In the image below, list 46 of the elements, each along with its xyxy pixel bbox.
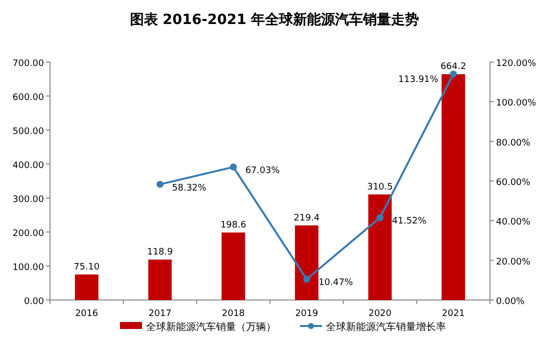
y-tick-label: 200.00 (12, 229, 44, 239)
y2-tick-label: 20.00% (496, 257, 531, 268)
data-label: 113.91% (398, 75, 439, 86)
y2-tick-label: 40.00% (496, 218, 531, 228)
x-tick-label: 2016 (75, 309, 98, 319)
point (303, 276, 310, 283)
bar (148, 260, 172, 300)
data-label: 10.47% (318, 278, 354, 288)
y2-tick-label: 60.00% (496, 178, 531, 188)
bar (442, 74, 466, 300)
y-tick-label: 500.00 (12, 127, 44, 137)
data-label: 41.52% (392, 216, 427, 227)
y2-tick-label: 120.00% (496, 59, 536, 69)
bar (294, 225, 318, 300)
x-tick-label: 2017 (148, 309, 172, 319)
point (156, 180, 164, 188)
data-label: 219.4 (294, 213, 320, 224)
y-tick-label: 600.00 (12, 93, 44, 103)
legend-label: 全球新能源汽车销量增长率 (326, 321, 446, 333)
point (450, 70, 457, 78)
y2-tick-label: 0.00% (496, 297, 526, 307)
y-tick-label: 100.00 (12, 263, 44, 273)
x-tick-label: 2021 (442, 309, 465, 319)
x-tick-label: 2019 (295, 309, 318, 319)
legend-label: 全球新能源汽车销量（万辆） (146, 321, 276, 333)
x-tick-label: 2020 (368, 309, 392, 319)
data-label: 310.5 (367, 182, 393, 192)
chart-title: 图表 2016-2021 年全球新能源汽车销量走势 (130, 11, 420, 28)
y-tick-label: 0.00 (24, 297, 44, 307)
data-label: 58.32% (172, 183, 207, 194)
y-tick-label: 700.00 (12, 59, 44, 69)
y2-tick-label: 100.00% (496, 98, 536, 109)
point (230, 164, 237, 171)
data-label: 664.2 (440, 62, 466, 72)
data-label: 198.6 (220, 220, 246, 230)
y-tick-label: 400.00 (12, 161, 44, 171)
data-label: 75.10 (74, 262, 100, 272)
x-tick-label: 2018 (222, 309, 246, 319)
bar (74, 274, 98, 300)
data-label: 118.9 (147, 248, 174, 258)
data-label: 67.03% (245, 166, 280, 176)
y2-tick-label: 80.00% (496, 138, 531, 148)
bar (368, 194, 392, 300)
point (376, 214, 384, 222)
bar (222, 232, 246, 300)
y-tick-label: 300.00 (12, 195, 44, 205)
